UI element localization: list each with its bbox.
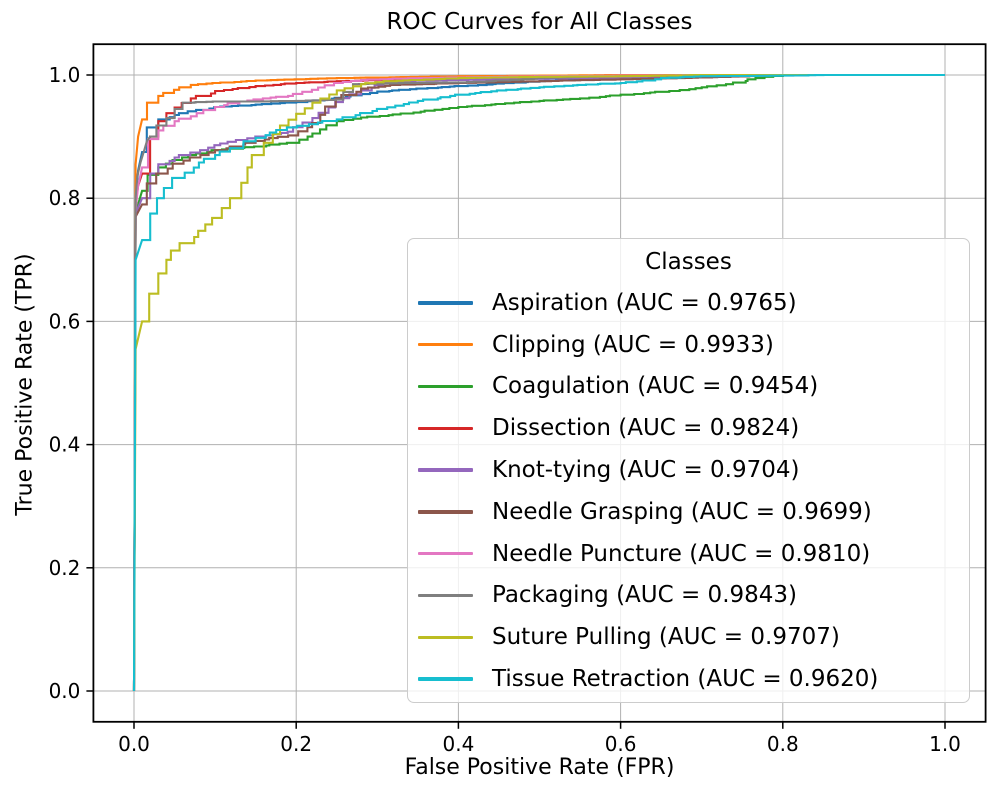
legend-item-label: Aspiration (AUC = 0.9765)	[492, 289, 797, 316]
legend-item-label: Dissection (AUC = 0.9824)	[492, 415, 800, 442]
legend-item: Packaging (AUC = 0.9843)	[408, 575, 969, 617]
legend-item-label: Clipping (AUC = 0.9933)	[492, 331, 774, 358]
y-tick-label: 0.4	[49, 433, 81, 457]
legend-line-sample	[418, 677, 473, 681]
legend-line-sample	[418, 468, 473, 472]
chart-title: ROC Curves for All Classes	[386, 9, 693, 35]
x-tick-label: 0.0	[118, 732, 150, 756]
legend-line-sample	[418, 384, 473, 389]
x-tick-label: 0.2	[280, 732, 312, 756]
legend-item-label: Suture Pulling (AUC = 0.9707)	[492, 624, 840, 651]
y-tick-label: 0.2	[49, 556, 81, 580]
legend-item-label: Tissue Retraction (AUC = 0.9620)	[492, 666, 879, 693]
legend-line-sample	[418, 635, 473, 639]
x-tick-label: 0.6	[605, 732, 637, 756]
legend-item-label: Coagulation (AUC = 0.9454)	[492, 373, 819, 400]
legend: Classes Aspiration (AUC = 0.9765) Clippi…	[407, 238, 970, 703]
legend-item: Suture Pulling (AUC = 0.9707)	[408, 616, 969, 658]
y-tick-label: 0.0	[49, 679, 81, 703]
legend-line-sample	[418, 510, 473, 514]
axes-spines	[92, 43, 987, 723]
roc-curve-tissue-retraction	[132, 73, 945, 692]
roc-curve-suture-pulling	[132, 73, 945, 692]
legend-item: Knot-tying (AUC = 0.9704)	[408, 449, 969, 491]
legend-item-label: Packaging (AUC = 0.9843)	[492, 582, 798, 609]
x-tick-label: 1.0	[929, 732, 961, 756]
y-tick-label: 0.8	[49, 186, 81, 210]
x-tick-label: 0.4	[442, 732, 474, 756]
legend-line-sample	[418, 343, 473, 347]
legend-line-sample	[418, 426, 473, 430]
legend-item-label: Needle Puncture (AUC = 0.9810)	[492, 540, 871, 567]
legend-item-label: Needle Grasping (AUC = 0.9699)	[492, 498, 872, 525]
legend-item: Tissue Retraction (AUC = 0.9620)	[408, 658, 969, 700]
legend-item: Aspiration (AUC = 0.9765)	[408, 282, 969, 324]
legend-line-sample	[418, 551, 473, 556]
legend-title: Classes	[645, 249, 732, 275]
y-tick-label: 0.6	[49, 309, 81, 333]
legend-line-sample	[418, 301, 473, 305]
legend-item: Dissection (AUC = 0.9824)	[408, 407, 969, 449]
legend-item: Clipping (AUC = 0.9933)	[408, 324, 969, 366]
x-tick-label: 0.8	[767, 732, 799, 756]
legend-item: Needle Grasping (AUC = 0.9699)	[408, 491, 969, 533]
legend-item-label: Knot-tying (AUC = 0.9704)	[492, 457, 800, 484]
legend-line-sample	[418, 593, 473, 598]
y-tick-label: 1.0	[49, 63, 81, 87]
legend-item: Coagulation (AUC = 0.9454)	[408, 366, 969, 408]
legend-item: Needle Puncture (AUC = 0.9810)	[408, 533, 969, 575]
x-axis-label: False Positive Rate (FPR)	[404, 755, 675, 780]
